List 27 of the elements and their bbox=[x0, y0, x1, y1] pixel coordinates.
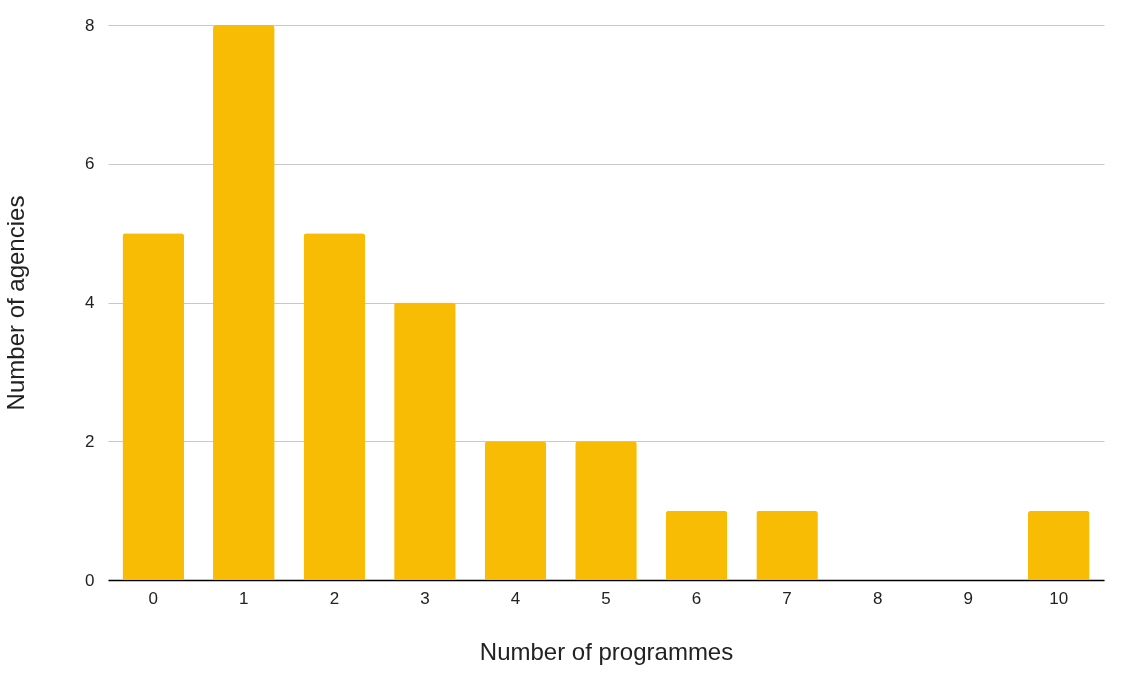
bar bbox=[213, 25, 275, 580]
x-tick-label: 2 bbox=[329, 588, 340, 608]
x-tick-label: 6 bbox=[691, 588, 702, 608]
y-tick-label: 6 bbox=[85, 154, 95, 174]
bar bbox=[665, 510, 728, 580]
x-axis-title: Number of programmes bbox=[479, 637, 734, 665]
bar bbox=[756, 510, 818, 580]
x-tick-label: 5 bbox=[601, 588, 611, 608]
bar bbox=[122, 233, 185, 580]
x-tick-label: 1 bbox=[239, 588, 249, 608]
y-tick-label: 8 bbox=[85, 15, 95, 35]
x-tick-label: 3 bbox=[420, 588, 430, 608]
x-tick-label: 10 bbox=[1049, 588, 1069, 608]
x-tick-label: 9 bbox=[963, 588, 973, 608]
x-tick-label: 7 bbox=[782, 588, 792, 608]
bar bbox=[394, 302, 456, 580]
y-axis-title: Number of agencies bbox=[2, 195, 30, 411]
bar bbox=[303, 233, 366, 580]
bar bbox=[575, 441, 637, 580]
x-tick-label: 8 bbox=[872, 588, 883, 608]
bar bbox=[484, 441, 547, 580]
y-tick-label: 0 bbox=[85, 570, 95, 590]
x-tick-label: 0 bbox=[148, 588, 159, 608]
x-tick-label: 4 bbox=[510, 588, 521, 608]
y-tick-label: 2 bbox=[85, 431, 95, 451]
y-tick-label: 4 bbox=[85, 293, 95, 312]
bar bbox=[1027, 510, 1090, 580]
